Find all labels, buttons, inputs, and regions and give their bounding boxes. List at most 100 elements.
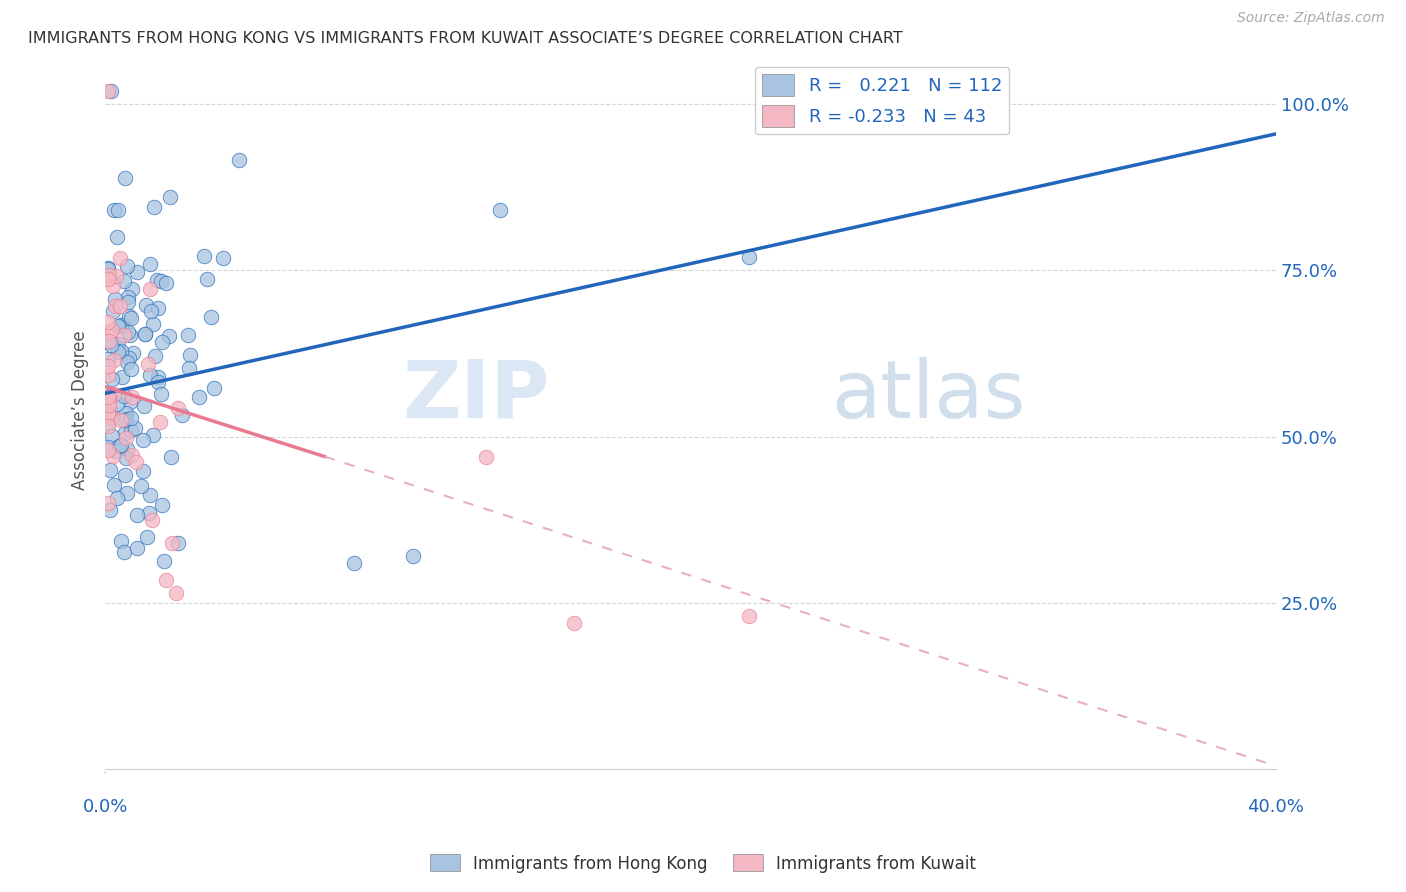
Point bbox=[489, 203, 512, 218]
Point bbox=[148, 370, 170, 384]
Point bbox=[120, 310, 142, 325]
Point bbox=[118, 328, 141, 343]
Point bbox=[167, 536, 190, 550]
Point bbox=[97, 335, 120, 350]
Point bbox=[738, 250, 761, 264]
Point bbox=[160, 536, 183, 550]
Point bbox=[142, 428, 165, 442]
Point bbox=[100, 84, 122, 98]
Point bbox=[134, 326, 156, 341]
Point bbox=[136, 357, 159, 371]
Point bbox=[97, 496, 120, 510]
Point bbox=[97, 416, 120, 430]
Point bbox=[193, 250, 215, 264]
Point bbox=[134, 327, 156, 342]
Point bbox=[115, 486, 138, 500]
Point bbox=[145, 273, 167, 287]
Point bbox=[150, 387, 173, 401]
Point bbox=[97, 394, 120, 409]
Point bbox=[103, 386, 125, 401]
Point bbox=[104, 293, 127, 307]
Text: 40.0%: 40.0% bbox=[1247, 798, 1305, 816]
Point bbox=[101, 429, 124, 443]
Point bbox=[112, 274, 135, 288]
Point bbox=[115, 411, 138, 425]
Point bbox=[97, 409, 120, 423]
Point bbox=[97, 315, 120, 329]
Point bbox=[97, 359, 120, 373]
Point bbox=[105, 491, 128, 505]
Point bbox=[562, 615, 585, 630]
Point bbox=[108, 251, 131, 265]
Point bbox=[98, 502, 121, 516]
Text: IMMIGRANTS FROM HONG KONG VS IMMIGRANTS FROM KUWAIT ASSOCIATE’S DEGREE CORRELATI: IMMIGRANTS FROM HONG KONG VS IMMIGRANTS … bbox=[28, 31, 903, 46]
Y-axis label: Associate’s Degree: Associate’s Degree bbox=[72, 330, 89, 490]
Legend: Immigrants from Hong Kong, Immigrants from Kuwait: Immigrants from Hong Kong, Immigrants fr… bbox=[423, 847, 983, 880]
Point bbox=[204, 381, 226, 395]
Point bbox=[170, 408, 193, 422]
Point bbox=[110, 438, 132, 452]
Point bbox=[103, 279, 125, 293]
Point bbox=[114, 425, 136, 440]
Point bbox=[105, 397, 128, 411]
Point bbox=[121, 390, 143, 404]
Point bbox=[200, 310, 222, 325]
Point bbox=[97, 419, 120, 434]
Point bbox=[100, 463, 122, 477]
Point bbox=[139, 303, 162, 318]
Point bbox=[107, 318, 129, 333]
Point bbox=[117, 309, 139, 323]
Point bbox=[117, 325, 139, 339]
Point bbox=[118, 395, 141, 409]
Point bbox=[127, 541, 149, 555]
Point bbox=[97, 262, 120, 277]
Point bbox=[120, 424, 142, 438]
Point bbox=[136, 530, 159, 544]
Point bbox=[112, 328, 135, 343]
Point bbox=[101, 323, 124, 337]
Point bbox=[115, 355, 138, 369]
Point bbox=[98, 403, 121, 417]
Point bbox=[155, 573, 177, 587]
Point bbox=[139, 282, 162, 296]
Text: Source: ZipAtlas.com: Source: ZipAtlas.com bbox=[1237, 12, 1385, 25]
Point bbox=[165, 586, 187, 600]
Point bbox=[97, 334, 120, 348]
Point bbox=[97, 389, 120, 403]
Point bbox=[188, 390, 211, 404]
Point bbox=[120, 361, 142, 376]
Point bbox=[117, 290, 139, 304]
Point bbox=[112, 545, 135, 559]
Point bbox=[110, 343, 132, 358]
Point bbox=[179, 361, 201, 376]
Point bbox=[97, 84, 120, 98]
Point bbox=[97, 407, 120, 421]
Text: 0.0%: 0.0% bbox=[83, 798, 128, 816]
Point bbox=[121, 448, 143, 462]
Point bbox=[107, 203, 129, 218]
Point bbox=[115, 450, 138, 465]
Point bbox=[100, 337, 122, 351]
Point bbox=[146, 376, 169, 390]
Point bbox=[132, 433, 155, 447]
Point bbox=[149, 415, 172, 429]
Point bbox=[124, 420, 146, 434]
Point bbox=[97, 368, 120, 382]
Point bbox=[159, 190, 181, 204]
Point bbox=[129, 479, 152, 493]
Point bbox=[132, 400, 155, 414]
Point bbox=[97, 268, 120, 282]
Point bbox=[153, 554, 176, 568]
Point bbox=[97, 440, 120, 454]
Point bbox=[104, 268, 127, 283]
Point bbox=[97, 398, 120, 412]
Point bbox=[145, 350, 167, 364]
Point bbox=[100, 409, 122, 424]
Point bbox=[115, 431, 138, 445]
Point bbox=[141, 513, 163, 527]
Point bbox=[160, 450, 183, 464]
Point bbox=[343, 556, 366, 570]
Point bbox=[115, 260, 138, 274]
Point bbox=[117, 442, 139, 456]
Point bbox=[150, 334, 173, 349]
